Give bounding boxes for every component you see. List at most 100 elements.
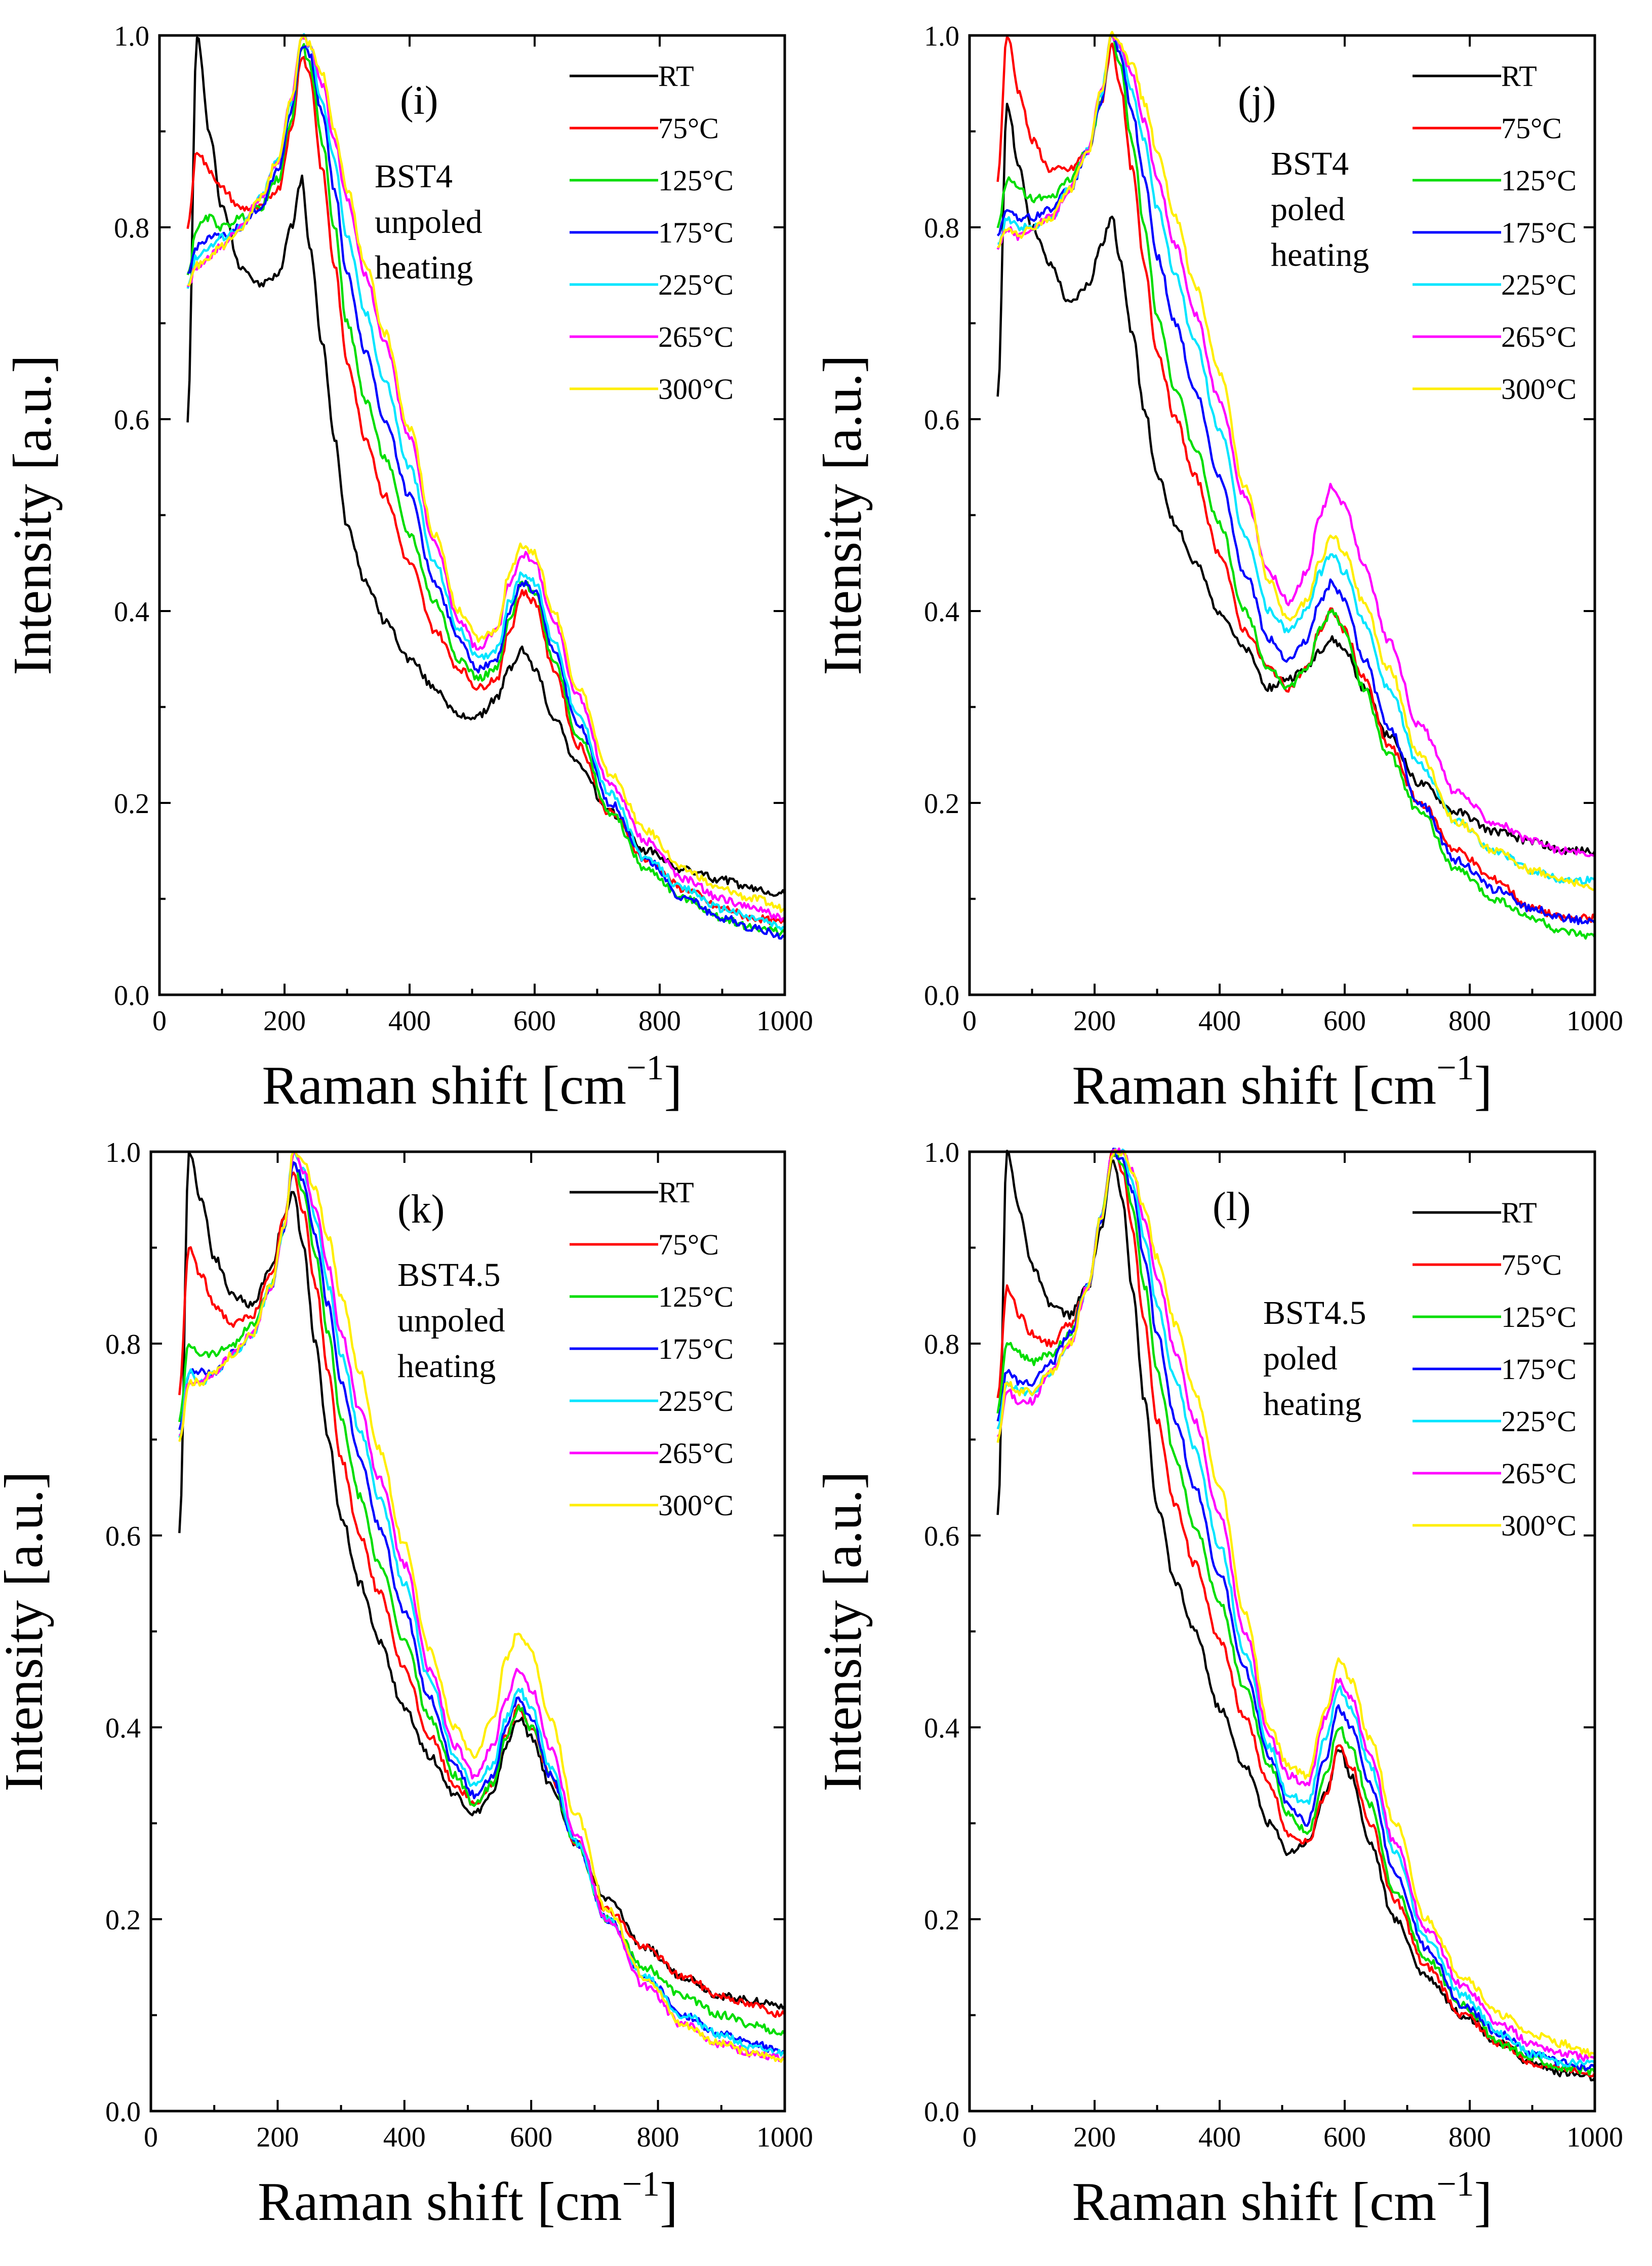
panel-label: (i) (400, 78, 438, 123)
sample-label-line: BST4 (375, 158, 453, 195)
sample-label-line: heating (1263, 1386, 1361, 1423)
legend-entry: 225°C (658, 1385, 734, 1418)
y-axis-label: Intensity [a.u.] (813, 1471, 873, 1792)
x-tick-label: 0 (962, 2122, 977, 2153)
series-line-300c (187, 34, 786, 913)
x-tick-label: 800 (638, 1005, 681, 1037)
legend-entry: 300°C (658, 373, 734, 406)
x-axis-label-close: ] (660, 2172, 678, 2232)
sample-label-line: heating (375, 249, 473, 286)
panel-label: (k) (397, 1187, 445, 1232)
legend-entry: 225°C (658, 268, 734, 301)
x-tick-label: 1000 (1566, 1005, 1623, 1037)
x-tick-label: 400 (1198, 2122, 1241, 2153)
y-tick-label: 0.2 (924, 788, 959, 820)
sample-label-line: heating (397, 1348, 496, 1385)
y-tick-label: 0.2 (114, 788, 149, 820)
x-axis-label-close: ] (1474, 2172, 1493, 2232)
y-tick-label: 1.0 (924, 1137, 959, 1168)
legend-entry: 125°C (1501, 164, 1577, 197)
series-line-225c (996, 1147, 1596, 2068)
x-tick-label: 800 (1448, 2122, 1491, 2153)
x-axis-label: Raman shift [cm−1] (262, 1048, 682, 1116)
y-tick-label: 0.8 (924, 213, 959, 244)
x-tick-label: 400 (1198, 1005, 1241, 1037)
legend-entry: 265°C (1501, 1457, 1577, 1490)
legend: RT 75°C 125°C 175°C 225°C 265°C 300°C (570, 1176, 734, 1522)
legend: RT 75°C 125°C 175°C 225°C 265°C 300°C (570, 60, 734, 406)
x-tick-label: 0 (152, 1005, 167, 1037)
chart-panel-0: 0 200 400 600 800 1000 0.0 0.2 0.4 0.6 0.8 1.0 Raman… (3, 21, 813, 1116)
legend-entry: 175°C (1501, 216, 1577, 249)
x-axis-label-main: Raman shift [cm (1072, 1056, 1436, 1116)
x-axis-label-superscript: −1 (622, 2165, 660, 2204)
legend-entry: 175°C (658, 1332, 734, 1365)
legend-entry: RT (658, 1176, 694, 1209)
legend-entry: 75°C (658, 1228, 719, 1261)
y-tick-label: 0.8 (924, 1329, 959, 1360)
y-tick-label: 0.0 (105, 2096, 141, 2128)
legend-entry: 75°C (1501, 112, 1562, 145)
sample-label-line: poled (1271, 191, 1345, 228)
series-line-300c (997, 30, 1595, 891)
y-tick-label: 0.8 (105, 1329, 141, 1360)
panel-label: (l) (1213, 1185, 1251, 1229)
legend-entry: 75°C (1501, 1248, 1562, 1281)
legend-entry: 75°C (658, 112, 719, 145)
y-tick-label: 1.0 (105, 1137, 141, 1168)
y-tick-label: 0.4 (924, 596, 959, 628)
legend-entry: 175°C (658, 216, 734, 249)
legend: RT 75°C 125°C 175°C 225°C 265°C 300°C (1413, 60, 1577, 406)
sample-label-line: unpoled (375, 204, 482, 240)
y-tick-label: 0.2 (924, 1905, 959, 1936)
x-axis-label-main: Raman shift [cm (258, 2172, 622, 2232)
panel-label: (j) (1238, 78, 1276, 123)
x-tick-label: 200 (256, 2122, 299, 2153)
x-tick-label: 800 (637, 2122, 679, 2153)
sample-label-line: unpoled (397, 1302, 505, 1339)
x-axis-label-superscript: −1 (1436, 1048, 1474, 1087)
x-axis-label-superscript: −1 (1436, 2165, 1474, 2204)
chart-panel-2: 0 200 400 600 800 1000 0.0 0.2 0.4 0.6 0.8 1.0 Raman… (0, 1137, 813, 2232)
legend-entry: 300°C (1501, 373, 1577, 406)
y-tick-label: 0.0 (924, 980, 959, 1011)
y-tick-label: 0.4 (924, 1713, 959, 1744)
legend-entry: 125°C (658, 164, 734, 197)
x-axis-label-close: ] (664, 1056, 682, 1116)
y-tick-label: 0.4 (105, 1713, 141, 1744)
x-tick-label: 600 (1323, 1005, 1366, 1037)
legend-entry: 125°C (1501, 1301, 1577, 1333)
y-tick-label: 0.6 (924, 1521, 959, 1552)
x-tick-label: 1000 (756, 2122, 813, 2153)
legend-entry: 175°C (1501, 1353, 1577, 1386)
x-tick-label: 1000 (756, 1005, 813, 1037)
y-tick-label: 0.6 (105, 1521, 141, 1552)
x-axis-label: Raman shift [cm−1] (1072, 1048, 1492, 1116)
legend-entry: 265°C (658, 320, 734, 353)
legend-entry: 300°C (1501, 1509, 1577, 1542)
x-tick-label: 400 (383, 2122, 426, 2153)
y-tick-label: 0.6 (114, 404, 149, 436)
legend-entry: 265°C (1501, 320, 1577, 353)
x-tick-label: 200 (263, 1005, 306, 1037)
legend: RT 75°C 125°C 175°C 225°C 265°C 300°C (1413, 1196, 1577, 1542)
x-tick-label: 1000 (1566, 2122, 1623, 2153)
y-tick-label: 0.8 (114, 213, 149, 244)
x-axis-label-close: ] (1474, 1056, 1493, 1116)
x-axis-label: Raman shift [cm−1] (258, 2165, 678, 2232)
series-line-rt (996, 102, 1596, 856)
x-axis-label-main: Raman shift [cm (262, 1056, 626, 1116)
legend-entry: 300°C (658, 1489, 734, 1522)
sample-label-line: heating (1271, 236, 1369, 273)
y-tick-label: 0.0 (924, 2096, 959, 2128)
y-tick-label: 1.0 (924, 21, 959, 52)
x-tick-label: 600 (510, 2122, 552, 2153)
legend-entry: 225°C (1501, 268, 1577, 301)
series-line-300c (996, 1149, 1595, 2057)
legend-entry: 265°C (658, 1437, 734, 1470)
legend-entry: RT (1501, 1196, 1537, 1229)
sample-label-line: BST4.5 (1263, 1294, 1366, 1331)
x-tick-label: 0 (962, 1005, 977, 1037)
legend-entry: RT (658, 60, 694, 93)
y-tick-label: 0.4 (114, 596, 149, 628)
